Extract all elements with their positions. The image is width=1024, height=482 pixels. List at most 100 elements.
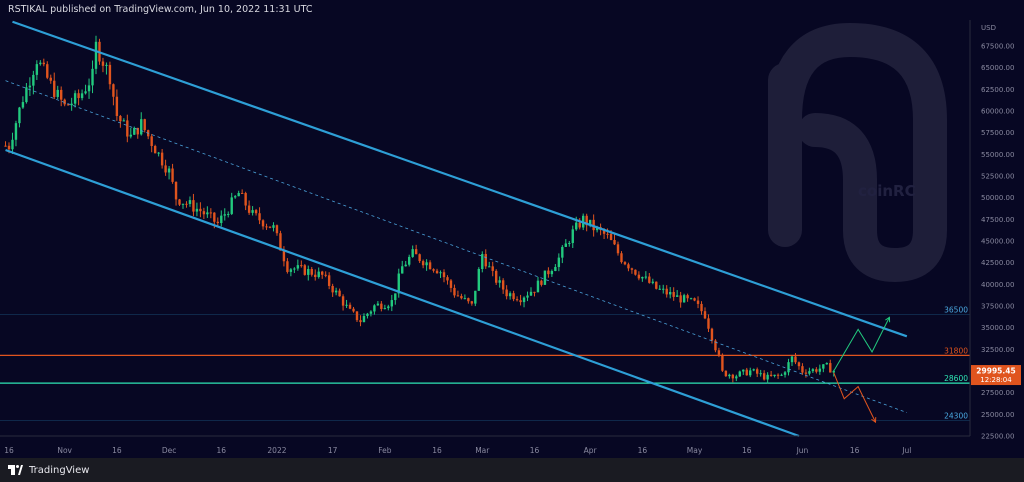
- candle-body: [529, 291, 533, 296]
- candle-body: [136, 127, 139, 135]
- price-axis[interactable]: USD22500.0025000.0027500.0030000.0032500…: [969, 20, 1024, 458]
- candle-body: [829, 363, 832, 373]
- x-tick-label: 16: [217, 446, 227, 455]
- x-tick-label: Dec: [162, 446, 177, 455]
- tradingview-logo-icon: [8, 465, 24, 475]
- candle-body: [240, 192, 244, 194]
- candle-body: [373, 305, 376, 312]
- candle-body: [293, 268, 296, 270]
- candle-body: [578, 222, 581, 228]
- candle-body: [345, 304, 348, 306]
- last-price-tag: [971, 365, 1021, 386]
- y-tick-label: 25000.00: [981, 411, 1014, 419]
- candle-body: [7, 145, 11, 150]
- candle-body: [119, 115, 122, 122]
- candle-body: [651, 281, 654, 283]
- candle-body: [536, 280, 540, 293]
- y-tick-label: 60000.00: [981, 108, 1014, 116]
- channel-lower-line: [5, 148, 800, 438]
- candle-body: [18, 107, 21, 124]
- candle-body: [435, 270, 439, 274]
- candle-body: [14, 123, 18, 140]
- candle-body: [613, 239, 616, 245]
- candle-body: [150, 136, 153, 146]
- candle-body: [658, 288, 661, 290]
- projection-up-arrow: [833, 317, 890, 372]
- candle-body: [728, 374, 731, 377]
- candle-body: [303, 265, 306, 275]
- candle-body: [707, 318, 710, 329]
- candle-body: [470, 301, 474, 304]
- candle-body: [223, 214, 226, 216]
- y-tick-label: 62500.00: [981, 86, 1014, 94]
- candle-body: [717, 350, 721, 355]
- candle-body: [442, 272, 446, 278]
- candle-body: [533, 291, 536, 293]
- candle-body: [752, 369, 755, 371]
- x-tick-label: 16: [850, 446, 860, 455]
- candle-body: [300, 265, 303, 267]
- candle-body: [571, 229, 574, 244]
- candle-body: [108, 64, 112, 85]
- candle-body: [369, 311, 373, 314]
- candle-body: [519, 300, 522, 303]
- candle-body: [126, 120, 129, 137]
- candle-body: [669, 292, 672, 295]
- channel-mid-line: [5, 80, 907, 413]
- candle-body: [28, 85, 32, 88]
- candle-body: [686, 295, 689, 299]
- candle-body: [474, 290, 477, 304]
- candle-body: [588, 219, 592, 226]
- x-tick-label: 16: [432, 446, 442, 455]
- candle-body: [620, 253, 623, 263]
- time-axis[interactable]: 16 Nov 16 Dec 16 2022 17 Feb 16 Mar 16 Apr 16 May 16 Ju…: [0, 435, 970, 455]
- candle-body: [508, 293, 512, 297]
- candle-body: [425, 262, 428, 266]
- candle-body: [105, 64, 108, 66]
- candle-body: [188, 200, 192, 204]
- candle-body: [575, 222, 578, 230]
- candle-body: [665, 288, 668, 295]
- candle-body: [209, 212, 213, 214]
- candle-body: [738, 371, 741, 377]
- candle-body: [355, 311, 359, 321]
- price-chart[interactable]: coinRC 3650031800286002430028600 USD2250…: [0, 0, 1024, 458]
- candle-body: [32, 74, 35, 86]
- candle-body: [769, 374, 773, 376]
- candle-body: [387, 306, 390, 309]
- candle-body: [648, 276, 651, 283]
- candle-body: [202, 211, 206, 215]
- x-tick-label: Jul: [901, 446, 911, 455]
- candle-body: [637, 274, 641, 279]
- candle-body: [672, 292, 675, 297]
- candle-body: [174, 181, 178, 200]
- tradingview-footer[interactable]: TradingView: [0, 458, 1024, 482]
- candle-body: [258, 213, 261, 221]
- candle-body: [797, 362, 801, 367]
- candle-body: [804, 372, 808, 374]
- candle-body: [261, 220, 265, 227]
- candle-body: [498, 280, 501, 283]
- candle-body: [279, 233, 282, 251]
- candle-body: [585, 215, 588, 226]
- candle-body: [522, 297, 526, 303]
- candle-body: [94, 41, 98, 69]
- candle-body: [411, 249, 414, 257]
- candle-body: [568, 243, 571, 245]
- candle-body: [133, 127, 136, 135]
- watermark-text: coinRC: [858, 182, 916, 200]
- currency-label: USD: [981, 24, 996, 32]
- candle-body: [73, 93, 77, 104]
- y-tick-label: 55000.00: [981, 151, 1014, 159]
- y-tick-label: 65000.00: [981, 64, 1014, 72]
- candle-body: [655, 281, 658, 289]
- candle-body: [244, 193, 247, 206]
- y-tick-label: 27500.00: [981, 389, 1014, 397]
- candle-body: [254, 210, 258, 214]
- projection-down-arrow: [833, 372, 876, 423]
- candle-body: [296, 265, 300, 269]
- candle-body: [11, 139, 14, 150]
- candle-body: [397, 273, 400, 294]
- candlestick-series: [4, 35, 835, 384]
